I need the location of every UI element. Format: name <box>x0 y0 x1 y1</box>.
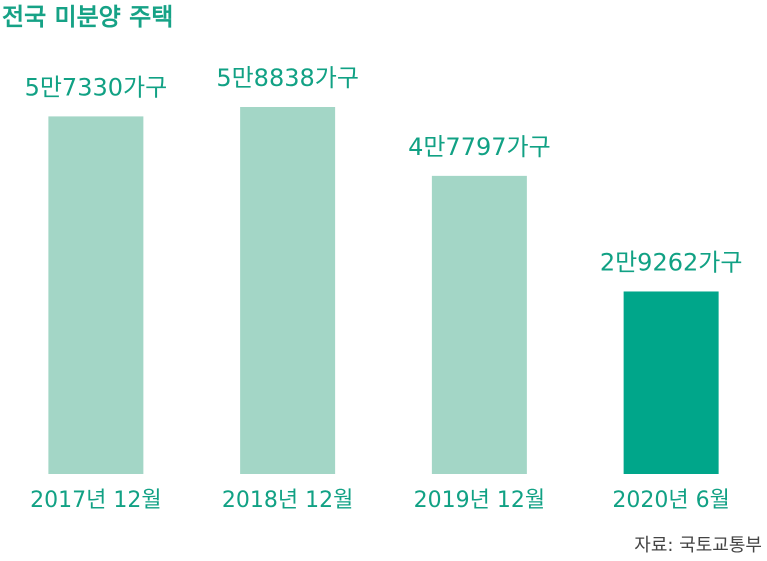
bar <box>623 291 719 474</box>
value-label: 2만9262가구 <box>600 248 743 276</box>
bar <box>48 116 144 474</box>
x-tick-label: 2018년 12월 <box>222 488 353 513</box>
x-tick-label: 2020년 6월 <box>612 488 729 513</box>
bar <box>240 107 336 474</box>
x-tick-label: 2019년 12월 <box>414 488 545 513</box>
chart-title: 전국 미분양 주택 <box>2 3 173 31</box>
value-label: 5만8838가구 <box>216 64 359 92</box>
x-tick-label: 2017년 12월 <box>30 488 161 513</box>
bar <box>431 175 527 474</box>
source: 자료: 국토교통부 <box>634 535 762 556</box>
value-label: 4만7797가구 <box>408 133 551 161</box>
value-label: 5만7330가구 <box>25 73 168 101</box>
